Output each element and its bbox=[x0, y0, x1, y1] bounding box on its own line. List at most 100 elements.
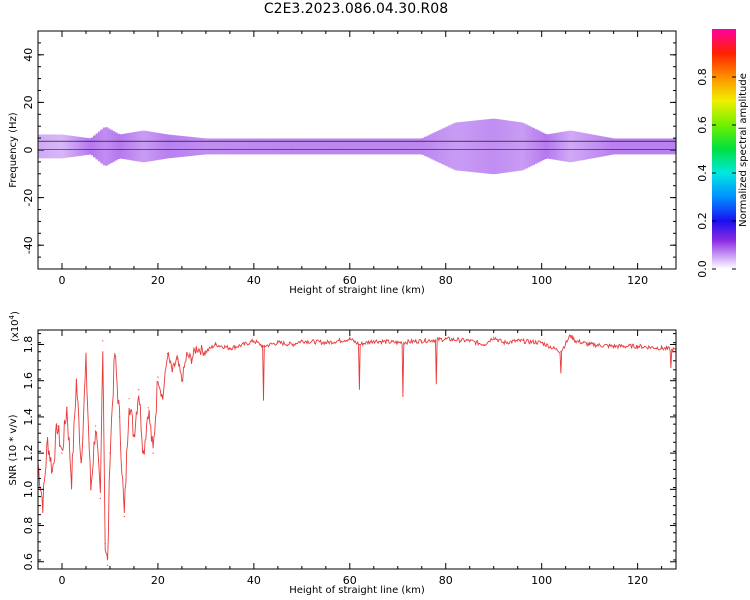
band-cell bbox=[217, 138, 221, 155]
band-cell bbox=[172, 135, 176, 158]
band-cell bbox=[88, 138, 92, 155]
band-cell bbox=[261, 138, 264, 155]
band-cell bbox=[390, 138, 394, 155]
band-cell bbox=[177, 135, 181, 158]
band-cell bbox=[481, 119, 485, 174]
band-cell bbox=[95, 133, 99, 160]
band-cell bbox=[424, 136, 428, 157]
band-cell bbox=[524, 124, 528, 169]
snr-point bbox=[186, 354, 188, 356]
band-cell bbox=[169, 134, 173, 158]
band-cell bbox=[565, 131, 569, 162]
snr-point bbox=[133, 434, 135, 436]
spectrogram-panel: 0 20 40 60 80 100 120 -40 -20 0 20 40 Height of str… bbox=[8, 30, 677, 296]
band-cell bbox=[397, 138, 401, 155]
band-cell bbox=[225, 138, 228, 155]
snr-ticks: 0 20 40 60 80 100 120 0.6 0.8 1.0 1.2 1.4 1.6 1.8 bbox=[22, 330, 676, 587]
colorbar: 0.0 0.2 0.4 0.6 0.8 Normalized spectral ampl… bbox=[696, 29, 749, 278]
band-cell bbox=[268, 138, 272, 155]
band-cell bbox=[419, 138, 423, 155]
snr-ytick-label-0.6: 0.6 bbox=[22, 553, 35, 571]
band-cell bbox=[671, 138, 675, 155]
band-cell bbox=[558, 132, 562, 161]
band-cell bbox=[476, 120, 480, 173]
figure-title: C2E3.2023.086.04.30.R08 bbox=[263, 1, 449, 17]
band-cell bbox=[649, 138, 653, 155]
band-cell bbox=[129, 132, 133, 161]
band-cell bbox=[606, 137, 610, 156]
band-cell bbox=[40, 134, 44, 159]
band-cell bbox=[659, 138, 663, 155]
band-cell bbox=[448, 125, 452, 168]
snr-point bbox=[190, 358, 193, 360]
band-cell bbox=[532, 127, 535, 165]
band-cell bbox=[452, 123, 456, 170]
band-cell bbox=[292, 138, 296, 155]
band-cell bbox=[529, 126, 533, 167]
band-cell bbox=[594, 135, 598, 158]
band-cell bbox=[105, 127, 109, 166]
snr-xtick-label-100: 100 bbox=[531, 574, 552, 587]
band-cell bbox=[488, 118, 492, 174]
snr-ytick-label-1.8: 1.8 bbox=[22, 336, 35, 354]
band-cell bbox=[299, 138, 303, 155]
band-cell bbox=[184, 136, 188, 157]
band-cell bbox=[193, 137, 197, 156]
band-cell bbox=[568, 130, 571, 163]
band-cell bbox=[251, 138, 255, 155]
snr-point bbox=[517, 340, 519, 342]
band-cell bbox=[378, 138, 382, 155]
snr-ytick-label-1.4: 1.4 bbox=[22, 408, 35, 426]
snr-point bbox=[262, 345, 265, 347]
band-cell bbox=[148, 131, 152, 162]
band-cell bbox=[560, 131, 564, 161]
band-cell bbox=[400, 138, 404, 155]
band-cell bbox=[640, 138, 643, 155]
band-cell bbox=[493, 118, 497, 175]
band-cell bbox=[141, 130, 145, 163]
spectrogram-band bbox=[38, 118, 676, 175]
snr-point bbox=[152, 452, 154, 454]
band-cell bbox=[241, 138, 245, 155]
band-cell bbox=[460, 121, 464, 171]
snr-point bbox=[181, 380, 183, 382]
band-cell bbox=[534, 129, 538, 164]
band-cell bbox=[138, 131, 142, 162]
band-cell bbox=[213, 138, 216, 155]
band-cell bbox=[479, 119, 483, 173]
band-cell bbox=[249, 138, 252, 155]
band-cell bbox=[287, 138, 291, 155]
band-cell bbox=[330, 138, 334, 155]
snr-point bbox=[118, 416, 121, 418]
band-cell bbox=[45, 134, 49, 159]
snr-point bbox=[51, 470, 53, 472]
band-cell bbox=[438, 129, 442, 163]
band-cell bbox=[333, 138, 336, 155]
band-cell bbox=[625, 138, 629, 155]
band-cell bbox=[539, 131, 543, 162]
snr-point bbox=[99, 497, 101, 499]
band-cell bbox=[227, 138, 231, 155]
band-cell bbox=[208, 138, 212, 155]
band-cell bbox=[162, 133, 166, 159]
band-cell bbox=[616, 138, 619, 155]
band-cell bbox=[371, 138, 375, 155]
band-cell bbox=[126, 133, 130, 160]
band-cell bbox=[517, 122, 521, 171]
snr-point bbox=[214, 343, 217, 346]
band-cell bbox=[515, 121, 519, 172]
band-cell bbox=[275, 138, 279, 155]
band-cell bbox=[313, 138, 317, 155]
band-cell bbox=[572, 131, 576, 162]
band-cell bbox=[54, 134, 58, 159]
snr-point bbox=[358, 343, 360, 346]
spectrogram-ylabel: Frequency (Hz) bbox=[8, 112, 19, 188]
band-cell bbox=[421, 137, 425, 155]
band-cell bbox=[83, 137, 87, 156]
band-cell bbox=[359, 138, 363, 155]
band-cell bbox=[85, 137, 89, 155]
band-cell bbox=[587, 133, 591, 160]
band-cell bbox=[402, 138, 406, 155]
band-cell bbox=[551, 133, 555, 160]
band-cell bbox=[215, 138, 219, 155]
